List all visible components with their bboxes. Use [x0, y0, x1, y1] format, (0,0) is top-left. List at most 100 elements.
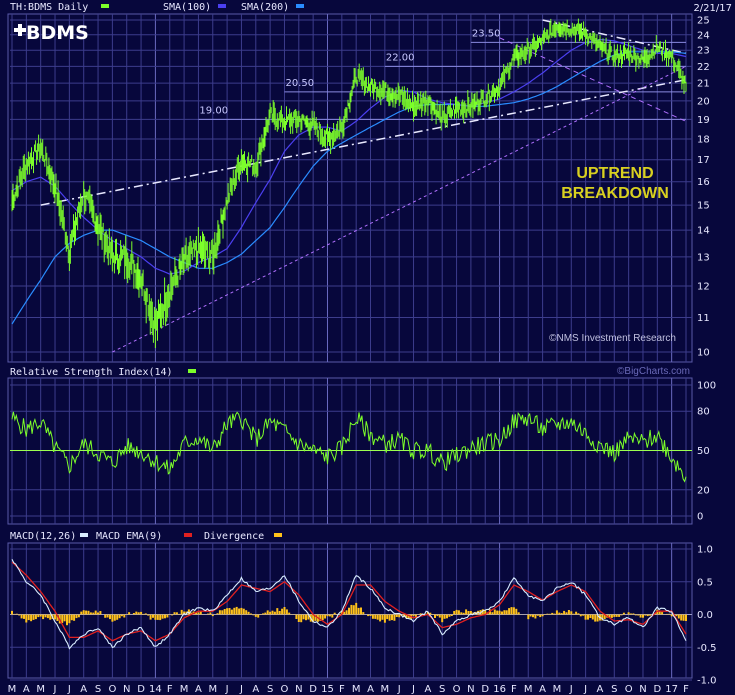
time-tick-label: 14 — [149, 684, 162, 695]
time-tick-label: S — [267, 684, 273, 695]
time-tick-label: J — [397, 684, 401, 695]
time-tick-label: A — [539, 684, 546, 695]
sma200-legend-swatch — [296, 4, 304, 8]
bigcharts-label: ©BigCharts.com — [617, 366, 690, 377]
macd-line — [11, 558, 687, 650]
divergence-title: Divergence — [204, 531, 264, 542]
macd-tick-label: 1.0 — [697, 545, 713, 556]
price-tick-label: 17 — [697, 155, 710, 166]
time-tick-label: A — [80, 684, 87, 695]
long-support-line — [112, 65, 687, 353]
uptrend-label: UPTREND — [576, 165, 653, 182]
rsi-title: Relative Strength Index(14) — [10, 367, 173, 378]
time-tick-label: D — [653, 684, 661, 695]
time-tick-label: N — [467, 684, 474, 695]
price-level-label: 19.00 — [199, 105, 228, 116]
time-tick-label: N — [123, 684, 130, 695]
time-tick-label: S — [95, 684, 101, 695]
macd-tick-label: -1.0 — [697, 676, 717, 687]
time-tick-label: M — [352, 684, 361, 695]
time-tick-label: M — [381, 684, 390, 695]
rsi-legend-swatch — [188, 369, 196, 373]
sma100-legend-swatch — [218, 4, 226, 8]
price-level-label: 23.50 — [472, 28, 501, 39]
rsi-line — [11, 411, 687, 483]
sma100-label: SMA(100) — [163, 2, 211, 13]
price-tick-label: 21 — [697, 79, 710, 90]
uptrend-line — [40, 79, 687, 206]
time-tick-label: A — [597, 684, 604, 695]
time-tick-label: S — [439, 684, 445, 695]
time-tick-label: M — [8, 684, 17, 695]
macd-tick-label: 0.5 — [697, 577, 713, 588]
time-tick-label: A — [252, 684, 259, 695]
time-tick-label: D — [137, 684, 145, 695]
price-panel-frame — [7, 13, 693, 363]
bdms-logo: BDMS — [14, 22, 89, 44]
macd-panel-frame — [7, 542, 693, 679]
time-tick-label: F — [683, 684, 689, 695]
price-tick-label: 18 — [697, 135, 710, 146]
price-legend-swatch — [101, 4, 109, 8]
time-tick-label: D — [481, 684, 489, 695]
rsi-tick-label: 20 — [697, 485, 710, 496]
time-tick-label: O — [281, 684, 289, 695]
time-tick-label: N — [295, 684, 302, 695]
time-tick-label: M — [553, 684, 562, 695]
price-tick-label: 12 — [697, 281, 710, 292]
grid-layer — [10, 14, 692, 681]
time-tick-label: 15 — [321, 684, 334, 695]
time-tick-label: J — [53, 684, 57, 695]
time-tick-label: M — [208, 684, 217, 695]
time-tick-label: J — [569, 684, 573, 695]
price-level-label: 20.50 — [285, 78, 314, 89]
time-tick-label: M — [180, 684, 189, 695]
macd-title: MACD(12,26) — [10, 531, 76, 542]
tick-layer: M A M J J A S O N D 14 F M A M J J A S O N D 15 F M A M J J A S O N D 16 F M… — [8, 16, 717, 695]
price-tick-label: 20 — [697, 96, 710, 107]
time-tick-label: F — [511, 684, 517, 695]
breakdown-label: BREAKDOWN — [561, 185, 669, 202]
macd-tick-label: 0.0 — [697, 610, 713, 621]
rsi-tick-label: 80 — [697, 407, 710, 418]
symbol-label: TH:BDMS Daily — [10, 2, 88, 13]
time-tick-label: M — [524, 684, 533, 695]
time-tick-label: D — [309, 684, 317, 695]
price-tick-label: 19 — [697, 115, 710, 126]
channel-line — [499, 37, 687, 122]
time-tick-label: J — [225, 684, 229, 695]
time-tick-label: 17 — [665, 684, 678, 695]
price-tick-label: 22 — [697, 62, 710, 73]
rsi-tick-label: 50 — [697, 446, 710, 457]
series-layer — [11, 18, 687, 650]
logo-text: BDMS — [26, 22, 89, 44]
rsi-tick-label: 100 — [697, 381, 716, 392]
time-tick-label: S — [611, 684, 617, 695]
time-tick-label: F — [167, 684, 173, 695]
time-tick-label: J — [239, 684, 243, 695]
time-tick-label: J — [583, 684, 587, 695]
price-tick-label: 16 — [697, 177, 710, 188]
price-level-label: 22.00 — [386, 52, 415, 63]
time-tick-label: F — [339, 684, 345, 695]
price-tick-label: 15 — [697, 201, 710, 212]
macd-tick-label: -0.5 — [697, 643, 717, 654]
copyright-label: ©NMS Investment Research — [549, 333, 676, 344]
sma200-label: SMA(200) — [241, 2, 289, 13]
time-tick-label: J — [411, 684, 415, 695]
chart-date: 2/21/17 — [693, 3, 732, 14]
time-tick-label: O — [625, 684, 633, 695]
price-tick-label: 25 — [697, 16, 710, 27]
time-tick-label: A — [424, 684, 431, 695]
time-tick-label: A — [195, 684, 202, 695]
macd-ema-legend-swatch — [184, 533, 192, 537]
sma200-line — [11, 51, 687, 325]
price-tick-label: 13 — [697, 252, 710, 263]
time-tick-label: 16 — [493, 684, 506, 695]
divergence-legend-swatch — [274, 533, 282, 537]
macd-legend-swatch — [80, 533, 88, 537]
rsi-tick-label: 0 — [697, 512, 703, 523]
time-tick-label: A — [367, 684, 374, 695]
